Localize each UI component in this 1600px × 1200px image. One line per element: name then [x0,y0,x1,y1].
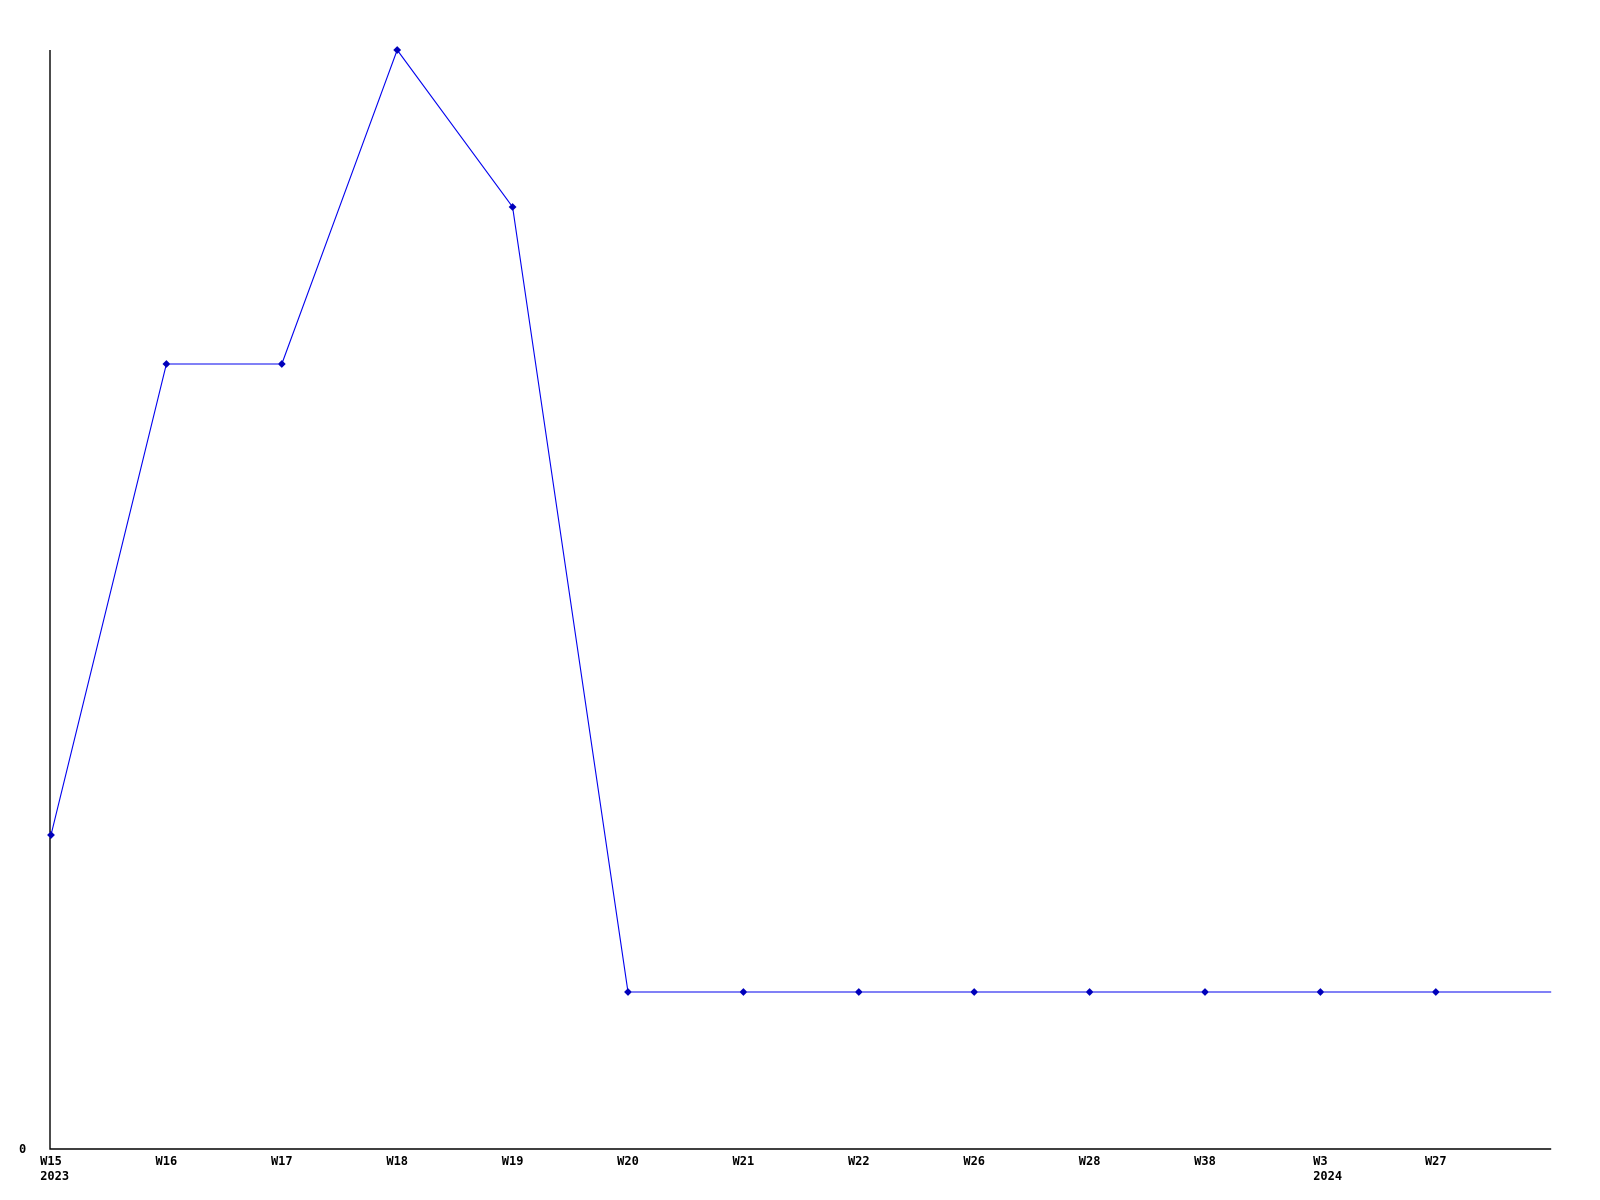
x-tick-label: W19 [502,1154,524,1168]
data-point-marker [854,988,863,996]
x-tick-label: W16 [156,1154,178,1168]
x-tick-label: W28 [1079,1154,1101,1168]
series-line [50,49,1552,993]
data-point-marker [47,831,55,839]
x-tick-year-label: 2024 [1313,1169,1342,1183]
data-point-marker [1085,988,1094,996]
data-point-marker [1316,988,1325,996]
x-tick-label: W18 [386,1154,408,1168]
x-tick-label: W17 [271,1154,293,1168]
x-tick-label: W21 [733,1154,755,1168]
data-point-marker [277,360,286,368]
data-point-marker [162,360,171,368]
data-point-marker [1201,988,1209,996]
data-point-marker [1431,988,1440,996]
x-tick-label: W27 [1425,1154,1447,1168]
data-point-marker [508,203,517,211]
x-tick-label: W3 [1313,1154,1327,1168]
x-tick-label: W20 [617,1154,639,1168]
data-point-marker [624,988,632,996]
x-tick-label: W26 [963,1154,985,1168]
x-tick-label: W38 [1194,1154,1216,1168]
data-point-marker [393,46,402,54]
x-tick-label: W22 [848,1154,870,1168]
axis-lines [49,50,1552,1150]
data-point-marker [739,988,748,996]
y-axis-zero-label: 0 [19,1142,27,1156]
x-tick-label: W15 [40,1154,62,1168]
data-point-marker [970,988,979,996]
x-tick-year-label: 2023 [40,1169,69,1183]
